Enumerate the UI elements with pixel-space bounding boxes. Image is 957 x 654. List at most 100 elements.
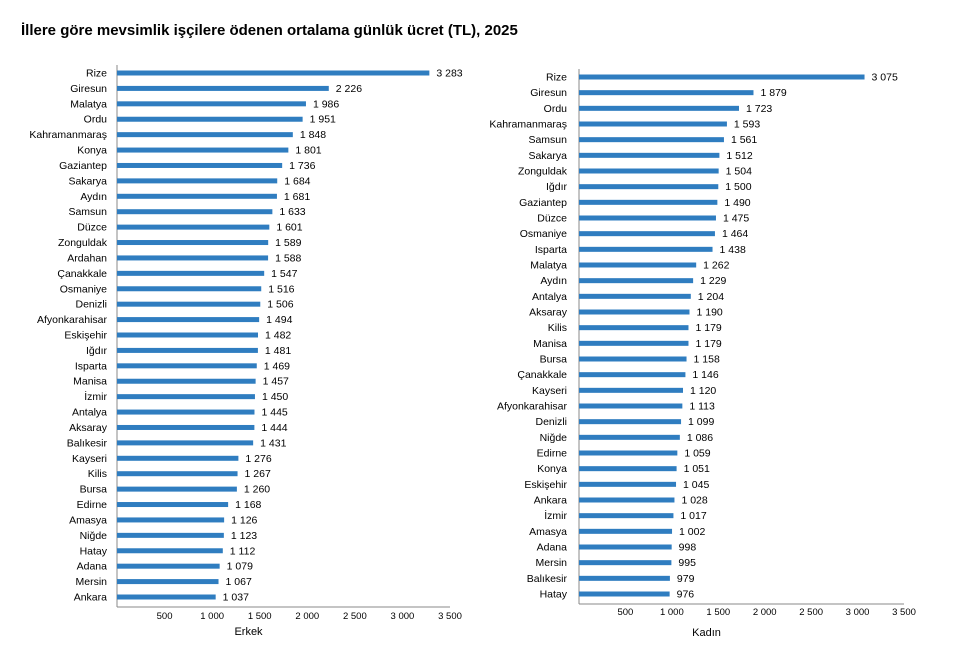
category-label: Balıkesir xyxy=(527,573,568,585)
category-label: Mersin xyxy=(75,576,107,588)
bar-kadin xyxy=(579,434,680,440)
x-tick-label: 3 500 xyxy=(892,607,916,618)
bar-kadin xyxy=(579,184,719,190)
category-label: Adana xyxy=(537,542,568,554)
data-label: 1 512 xyxy=(726,150,752,162)
data-label: 1 500 xyxy=(725,181,751,193)
category-label: Ordu xyxy=(544,103,568,115)
data-label: 1 801 xyxy=(295,145,321,157)
category-label: Antalya xyxy=(532,291,567,303)
data-label: 1 482 xyxy=(265,330,291,342)
bar-erkek xyxy=(117,116,303,122)
category-label: Kahramanmaraş xyxy=(29,129,107,141)
bar-erkek xyxy=(117,270,265,276)
category-label: Aydın xyxy=(80,191,107,203)
data-label: 3 075 xyxy=(872,72,898,84)
bar-erkek xyxy=(117,255,269,261)
category-label: Kilis xyxy=(88,468,107,480)
data-label: 1 112 xyxy=(230,545,256,557)
category-label: Iğdır xyxy=(86,345,108,357)
data-label: 1 516 xyxy=(268,283,294,295)
bar-erkek xyxy=(117,347,258,353)
data-label: 1 561 xyxy=(731,134,757,146)
category-label: Amasya xyxy=(69,514,107,526)
category-label: Giresun xyxy=(70,83,107,95)
x-tick-label: 500 xyxy=(157,611,173,622)
data-label: 1 276 xyxy=(245,453,271,465)
data-label: 1 099 xyxy=(688,416,714,428)
category-label: Samsun xyxy=(68,206,107,218)
category-label: Sakarya xyxy=(528,150,567,162)
category-label: Manisa xyxy=(73,376,107,388)
bar-kadin xyxy=(579,231,715,237)
data-label: 1 260 xyxy=(244,484,270,496)
bar-erkek xyxy=(117,532,224,538)
category-label: Ankara xyxy=(74,592,107,604)
bar-erkek xyxy=(117,486,237,492)
bar-kadin xyxy=(579,199,718,205)
bar-erkek xyxy=(117,70,430,76)
category-label: Mersin xyxy=(535,557,567,569)
category-label: Gaziantep xyxy=(59,160,107,172)
data-label: 1 431 xyxy=(260,437,286,449)
category-label: Düzce xyxy=(537,213,567,225)
category-label: Isparta xyxy=(535,244,567,256)
bar-kadin xyxy=(579,513,674,519)
data-label: 1 450 xyxy=(262,391,288,403)
data-label: 1 158 xyxy=(694,354,720,366)
data-label: 1 438 xyxy=(720,244,746,256)
data-label: 1 444 xyxy=(261,422,287,434)
bar-erkek xyxy=(117,502,229,508)
data-label: 1 179 xyxy=(695,338,721,350)
category-label: Konya xyxy=(77,145,107,157)
bar-erkek xyxy=(117,517,225,523)
data-label: 1 059 xyxy=(684,448,710,460)
bar-erkek xyxy=(117,394,255,400)
bar-erkek xyxy=(117,594,216,600)
data-label: 1 051 xyxy=(684,463,710,475)
bar-kadin xyxy=(579,215,716,221)
data-label: 1 588 xyxy=(275,252,301,264)
bar-erkek xyxy=(117,471,238,477)
x-tick-label: 2 000 xyxy=(753,607,777,618)
category-label: Osmaniye xyxy=(60,283,107,295)
data-label: 1 951 xyxy=(310,114,336,126)
category-label: Kilis xyxy=(548,322,567,334)
x-tick-label: 3 000 xyxy=(391,611,415,622)
bar-kadin xyxy=(579,403,683,409)
x-axis-label: Erkek xyxy=(234,626,263,638)
category-label: Afyonkarahisar xyxy=(497,401,568,413)
bar-kadin xyxy=(579,246,713,252)
category-label: Malatya xyxy=(530,260,567,272)
bar-kadin xyxy=(579,137,724,143)
category-label: Aydın xyxy=(540,275,567,287)
bar-kadin xyxy=(579,450,678,456)
category-label: Niğde xyxy=(540,432,568,444)
bar-erkek xyxy=(117,301,261,307)
bar-erkek xyxy=(117,317,260,323)
category-label: Niğde xyxy=(80,530,108,542)
data-label: 1 589 xyxy=(275,237,301,249)
bar-erkek xyxy=(117,579,219,585)
category-label: Iğdır xyxy=(546,181,568,193)
bar-kadin xyxy=(579,466,677,472)
category-label: Düzce xyxy=(77,222,107,234)
chart-erkek: Rize 3 283 Giresun 2 226 Malatya 1 986 Ordu 1 9… xyxy=(29,65,463,638)
bar-erkek xyxy=(117,132,293,138)
bar-kadin xyxy=(579,372,686,378)
data-label: 1 633 xyxy=(279,206,305,218)
category-label: İzmir xyxy=(84,390,107,403)
bar-kadin xyxy=(579,481,677,487)
bar-kadin xyxy=(579,105,739,111)
bar-kadin xyxy=(579,356,687,362)
data-label: 1 204 xyxy=(698,291,724,303)
bar-kadin xyxy=(579,387,683,393)
bar-kadin xyxy=(579,325,689,331)
category-label: Denizli xyxy=(535,416,567,428)
category-label: Aksaray xyxy=(529,307,568,319)
bar-kadin xyxy=(579,152,720,158)
data-label: 1 146 xyxy=(692,369,718,381)
data-label: 1 079 xyxy=(227,561,253,573)
bar-erkek xyxy=(117,162,283,168)
